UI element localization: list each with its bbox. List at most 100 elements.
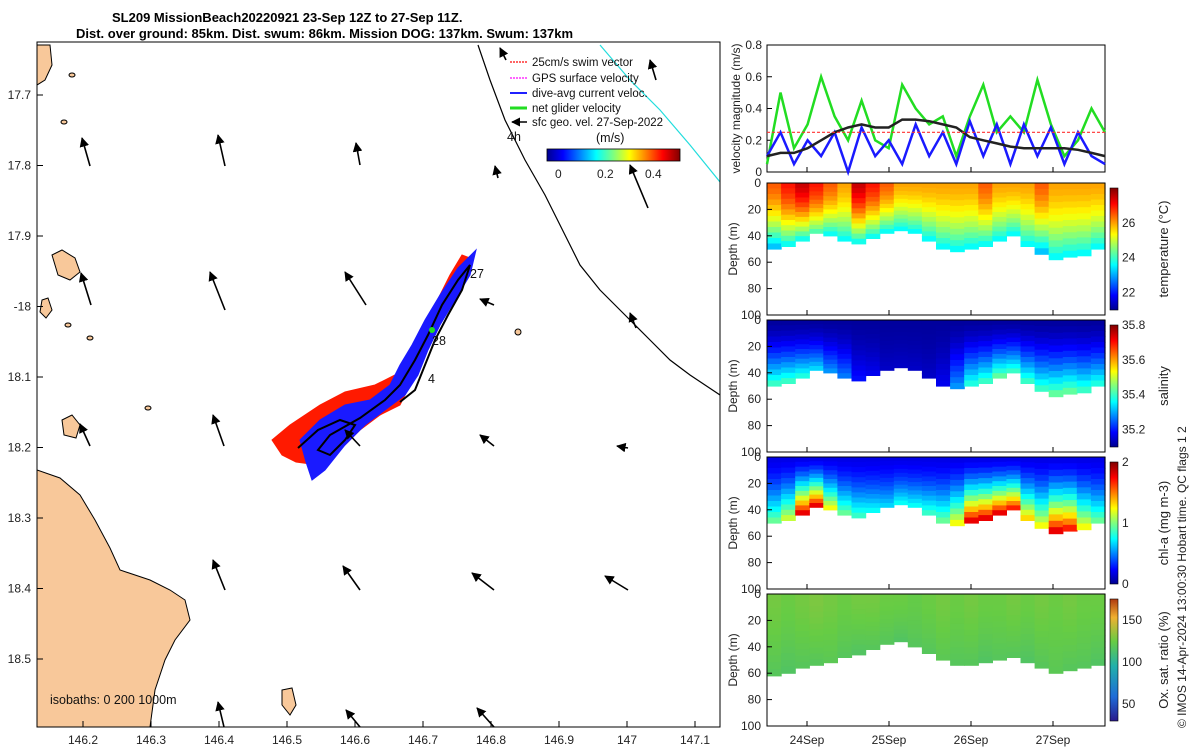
- section-cell: [837, 625, 853, 632]
- section-cell: [837, 216, 853, 223]
- section-cell: [781, 357, 796, 363]
- section-cell: [964, 468, 979, 475]
- section-cell: [865, 457, 881, 463]
- section-cell: [964, 495, 979, 502]
- section-cell: [851, 629, 867, 636]
- section-cell: [1020, 599, 1036, 606]
- section-cell: [921, 510, 937, 516]
- section-cell: [1090, 336, 1106, 343]
- velocity-y-tick-label: 0.8: [745, 38, 762, 52]
- section-cell: [1006, 646, 1022, 653]
- section-cell: [1048, 627, 1064, 635]
- section-cell: [992, 495, 1007, 502]
- section-cell: [865, 196, 881, 203]
- section-cell: [1062, 487, 1078, 495]
- figure-title-line2: Dist. over ground: 85km. Dist. swum: 86k…: [76, 26, 573, 41]
- section-y-tick-label: 40: [748, 229, 762, 243]
- section-cell: [964, 623, 979, 631]
- section-cell: [950, 611, 965, 619]
- section-cell: [865, 192, 881, 198]
- section-cell: [992, 236, 1007, 242]
- island-small-south: [281, 687, 297, 716]
- section-cell: [964, 653, 979, 660]
- section-axes-frame: [766, 182, 1106, 316]
- section-cell: [1062, 463, 1078, 470]
- section-cell: [907, 477, 923, 483]
- section-cell: [1062, 195, 1078, 203]
- section-cell: [936, 457, 951, 464]
- legend-gps-velocity: GPS surface velocity: [532, 73, 639, 85]
- section-cell: [992, 368, 1007, 374]
- section-cell: [978, 372, 993, 379]
- section-cell: [936, 616, 951, 623]
- section-cell: [978, 639, 993, 647]
- section-cell: [978, 335, 993, 342]
- section-cell: [823, 501, 838, 506]
- section-cell: [1034, 643, 1050, 651]
- section-cell: [837, 599, 853, 606]
- section-cell: [936, 649, 951, 656]
- section-cell: [837, 236, 853, 242]
- section-cell: [809, 477, 824, 483]
- section-cell: [907, 208, 923, 213]
- section-cell: [1020, 204, 1036, 210]
- section-cell: [851, 467, 867, 473]
- section-cell: [823, 611, 838, 618]
- section-cell: [964, 364, 979, 371]
- section-cell: [1006, 333, 1022, 339]
- section-cell: [851, 457, 867, 463]
- section-cell: [950, 342, 965, 350]
- section-cell: [851, 639, 867, 646]
- section-cell: [1076, 517, 1092, 525]
- section-cell: [851, 233, 867, 240]
- section-cell: [936, 473, 951, 480]
- section-cell: [950, 659, 965, 666]
- section-cell: [1090, 320, 1106, 327]
- section-y-tick-label: 20: [748, 339, 762, 353]
- section-cell: [865, 183, 881, 189]
- section-cell: [823, 470, 838, 476]
- section-cell: [823, 368, 838, 374]
- section-cell: [879, 361, 895, 367]
- section-cell: [781, 499, 796, 506]
- section-cell: [1006, 205, 1022, 210]
- section-cell: [865, 206, 881, 212]
- section-cell: [767, 614, 782, 622]
- section-cell: [893, 488, 909, 494]
- section-cell: [781, 627, 796, 635]
- section-cell: [781, 494, 796, 500]
- section-cell: [964, 353, 979, 360]
- section-cell: [1090, 364, 1106, 371]
- section-cell: [823, 350, 838, 356]
- section-cell: [1076, 243, 1092, 251]
- section-cell: [1062, 244, 1078, 252]
- section-cell: [950, 217, 965, 224]
- section-cell: [1090, 221, 1106, 228]
- section-cell: [1006, 209, 1022, 215]
- section-cell: [795, 661, 810, 669]
- section-cell: [809, 629, 824, 637]
- section-cell: [978, 204, 993, 210]
- section-cell: [907, 229, 923, 234]
- section-cell: [865, 370, 881, 376]
- section-cell: [1006, 474, 1022, 480]
- section-cell: [1090, 216, 1106, 223]
- map-y-tick-label: 17.7: [8, 88, 32, 102]
- section-cell: [893, 202, 909, 208]
- section-cell: [1020, 645, 1036, 652]
- section-cell: [795, 606, 810, 614]
- section-cell: [1034, 331, 1050, 339]
- section-cell: [978, 198, 993, 205]
- section-cell: [992, 610, 1007, 617]
- section-y-tick-label: 100: [741, 445, 761, 459]
- section-cell: [795, 481, 810, 487]
- section-cell: [1034, 655, 1050, 663]
- section-cell: [1048, 501, 1064, 509]
- section-cell: [1006, 218, 1022, 224]
- section-cell: [879, 602, 895, 608]
- section-cell: [1076, 189, 1092, 196]
- section-cell: [1020, 225, 1036, 232]
- section-cell: [978, 341, 993, 347]
- section-cell: [950, 234, 965, 241]
- section-cell: [992, 594, 1007, 601]
